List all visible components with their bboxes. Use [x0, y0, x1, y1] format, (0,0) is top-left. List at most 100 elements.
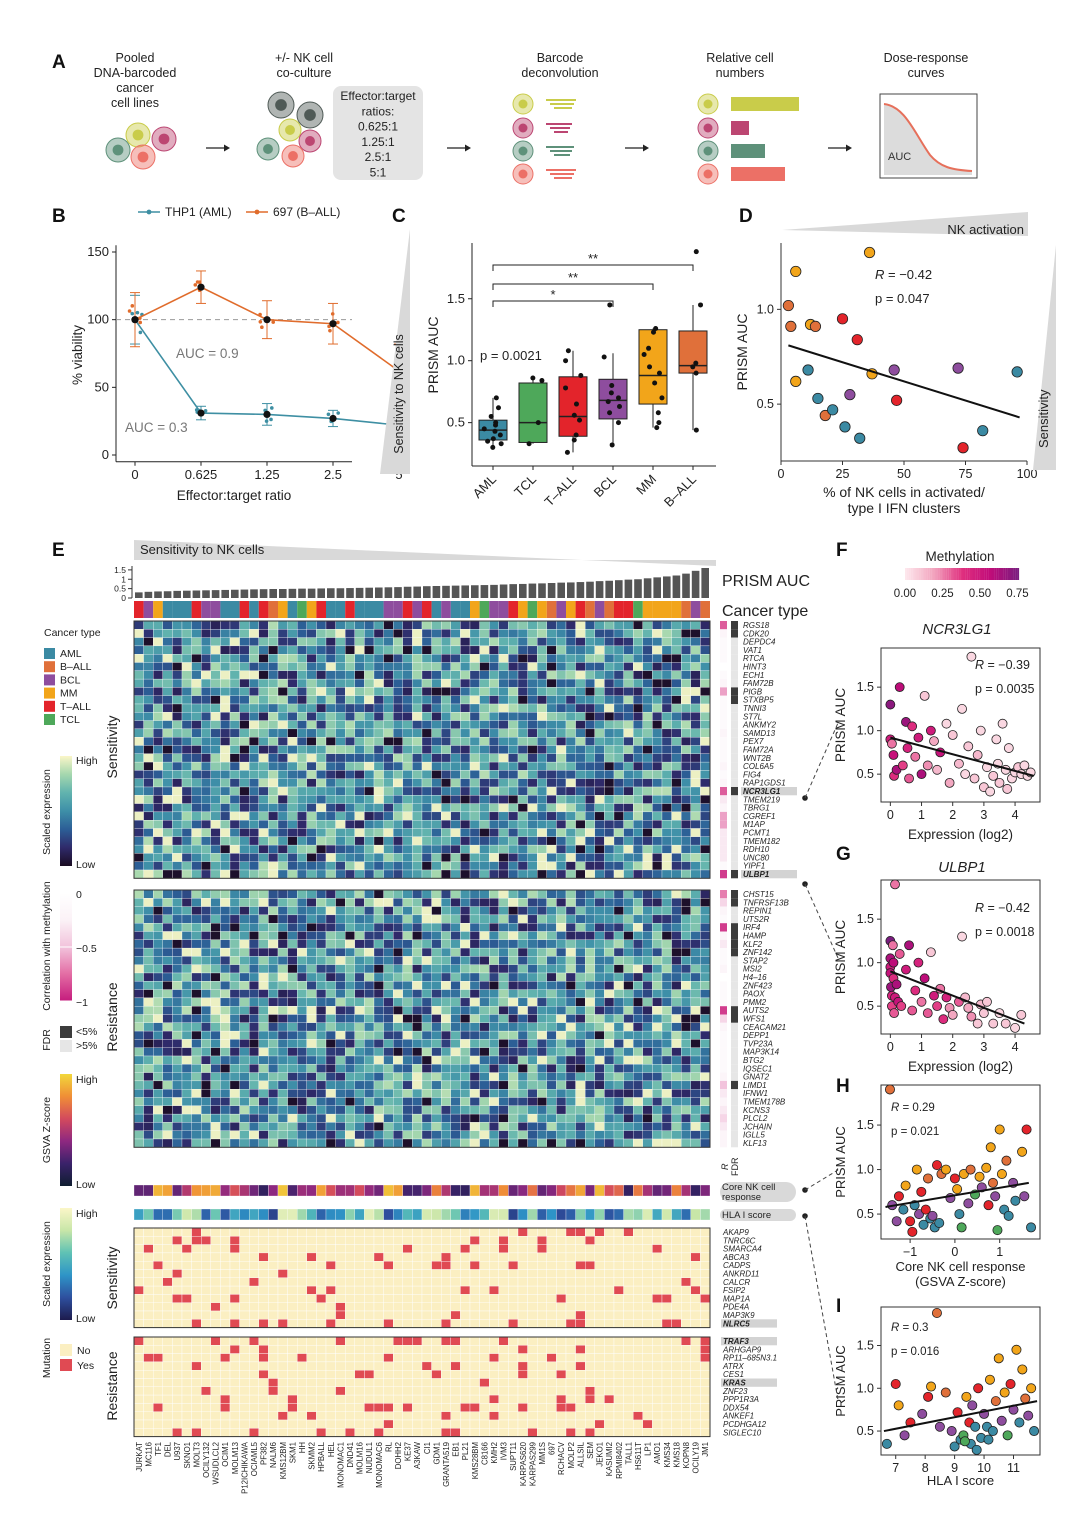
flow-arrowhead: [465, 144, 471, 152]
expression-cell: [565, 1080, 576, 1090]
gene-label: TVP23A: [743, 1039, 773, 1048]
expression-cell: [383, 1030, 394, 1040]
expression-cell: [133, 712, 144, 721]
expression-cell: [527, 678, 538, 688]
expression-cell: [661, 687, 672, 696]
mutation-cell: [345, 1227, 356, 1237]
expression-cell: [297, 964, 307, 974]
expression-cell: [162, 786, 173, 796]
expression-cell: [191, 637, 202, 647]
expression-cell: [700, 795, 711, 804]
step5-text: Dose-response: [884, 51, 969, 65]
expression-cell: [306, 1064, 317, 1073]
gene-label: CEACAM21: [743, 1023, 786, 1032]
core-nk-cell: [335, 1184, 346, 1197]
expression-cell: [469, 1113, 480, 1123]
expression-cell: [335, 931, 346, 940]
expression-cell: [623, 844, 634, 854]
hla-cell: [412, 1208, 423, 1221]
expression-cell: [364, 1097, 375, 1106]
expression-cell: [143, 844, 154, 854]
expression-cell: [412, 861, 423, 871]
expression-cell: [316, 989, 327, 999]
expression-cell: [565, 820, 576, 829]
expression-cell: [325, 923, 336, 932]
expression-cell: [479, 861, 490, 871]
expression-cell: [594, 931, 605, 940]
x-tick-label: 25: [836, 467, 850, 481]
expression-cell: [172, 1014, 183, 1023]
expression-cell: [642, 923, 653, 932]
expression-cell: [229, 712, 240, 721]
expression-cell: [690, 770, 701, 779]
barcode-cell-nucleus: [518, 99, 528, 109]
expression-cell: [402, 956, 413, 965]
box-point: [498, 441, 504, 447]
expression-cell: [681, 972, 691, 982]
expression-cell: [229, 1089, 240, 1098]
expression-cell: [277, 1014, 288, 1023]
expression-cell: [383, 703, 394, 713]
expression-cell: [441, 753, 451, 763]
expression-cell: [364, 728, 375, 738]
expression-cell: [181, 1014, 192, 1023]
expression-cell: [652, 811, 663, 821]
expression-cell: [604, 931, 615, 940]
expression-cell: [460, 972, 471, 982]
cancer-type-cell: [393, 601, 403, 618]
correlation-cell: [720, 795, 727, 804]
expression-cell: [613, 898, 624, 907]
expression-cell: [537, 778, 547, 788]
cancer-type-cell: [585, 601, 595, 618]
expression-cell: [450, 939, 461, 949]
correlation-cell: [720, 1039, 727, 1048]
expression-cell: [249, 1064, 259, 1073]
step3-text: Barcode: [537, 51, 584, 65]
expression-cell: [585, 1022, 595, 1032]
expression-cell: [258, 1072, 269, 1082]
expression-cell: [431, 853, 442, 862]
expression-cell: [373, 678, 384, 688]
expression-cell: [220, 803, 231, 813]
expression-cell: [671, 795, 682, 804]
expression-cell: [661, 947, 672, 957]
expression-cell: [421, 997, 432, 1007]
expression-cell: [431, 645, 442, 655]
expression-cell: [517, 889, 528, 899]
expression-cell: [354, 956, 365, 965]
expression-cell: [402, 1138, 413, 1148]
expression-cell: [642, 753, 653, 763]
expression-cell: [604, 1006, 615, 1015]
mutation-cell: [623, 1227, 634, 1237]
expression-cell: [277, 844, 288, 854]
expression-cell: [373, 662, 384, 671]
gene-label: WFS1: [743, 1015, 765, 1024]
expression-cell: [556, 695, 567, 705]
expression-cell: [133, 662, 144, 671]
expression-cell: [450, 1055, 461, 1065]
mutation-cell: [354, 1227, 365, 1237]
correlation-cell: [720, 914, 727, 924]
expression-cell: [325, 828, 336, 837]
expression-cell: [229, 861, 240, 871]
expression-cell: [441, 1138, 451, 1148]
mutation-cell: [220, 1227, 231, 1237]
expression-cell: [585, 795, 595, 804]
mutation-cell: [345, 1252, 356, 1262]
prism-bar: [615, 580, 623, 598]
expression-cell: [210, 695, 221, 705]
expression-cell: [402, 670, 413, 680]
fdr-cell: [731, 720, 738, 729]
expression-cell: [556, 728, 567, 738]
hla-cell: [508, 1208, 519, 1221]
box-point: [651, 329, 657, 335]
expression-cell: [469, 1105, 480, 1115]
hla-cell: [681, 1208, 691, 1221]
expression-cell: [364, 1130, 375, 1140]
expression-cell: [297, 1006, 307, 1015]
fdr-cell: [731, 679, 738, 688]
expression-cell: [210, 923, 221, 932]
expression-cell: [681, 803, 691, 813]
expression-cell: [421, 939, 432, 949]
expression-cell: [441, 1055, 451, 1065]
